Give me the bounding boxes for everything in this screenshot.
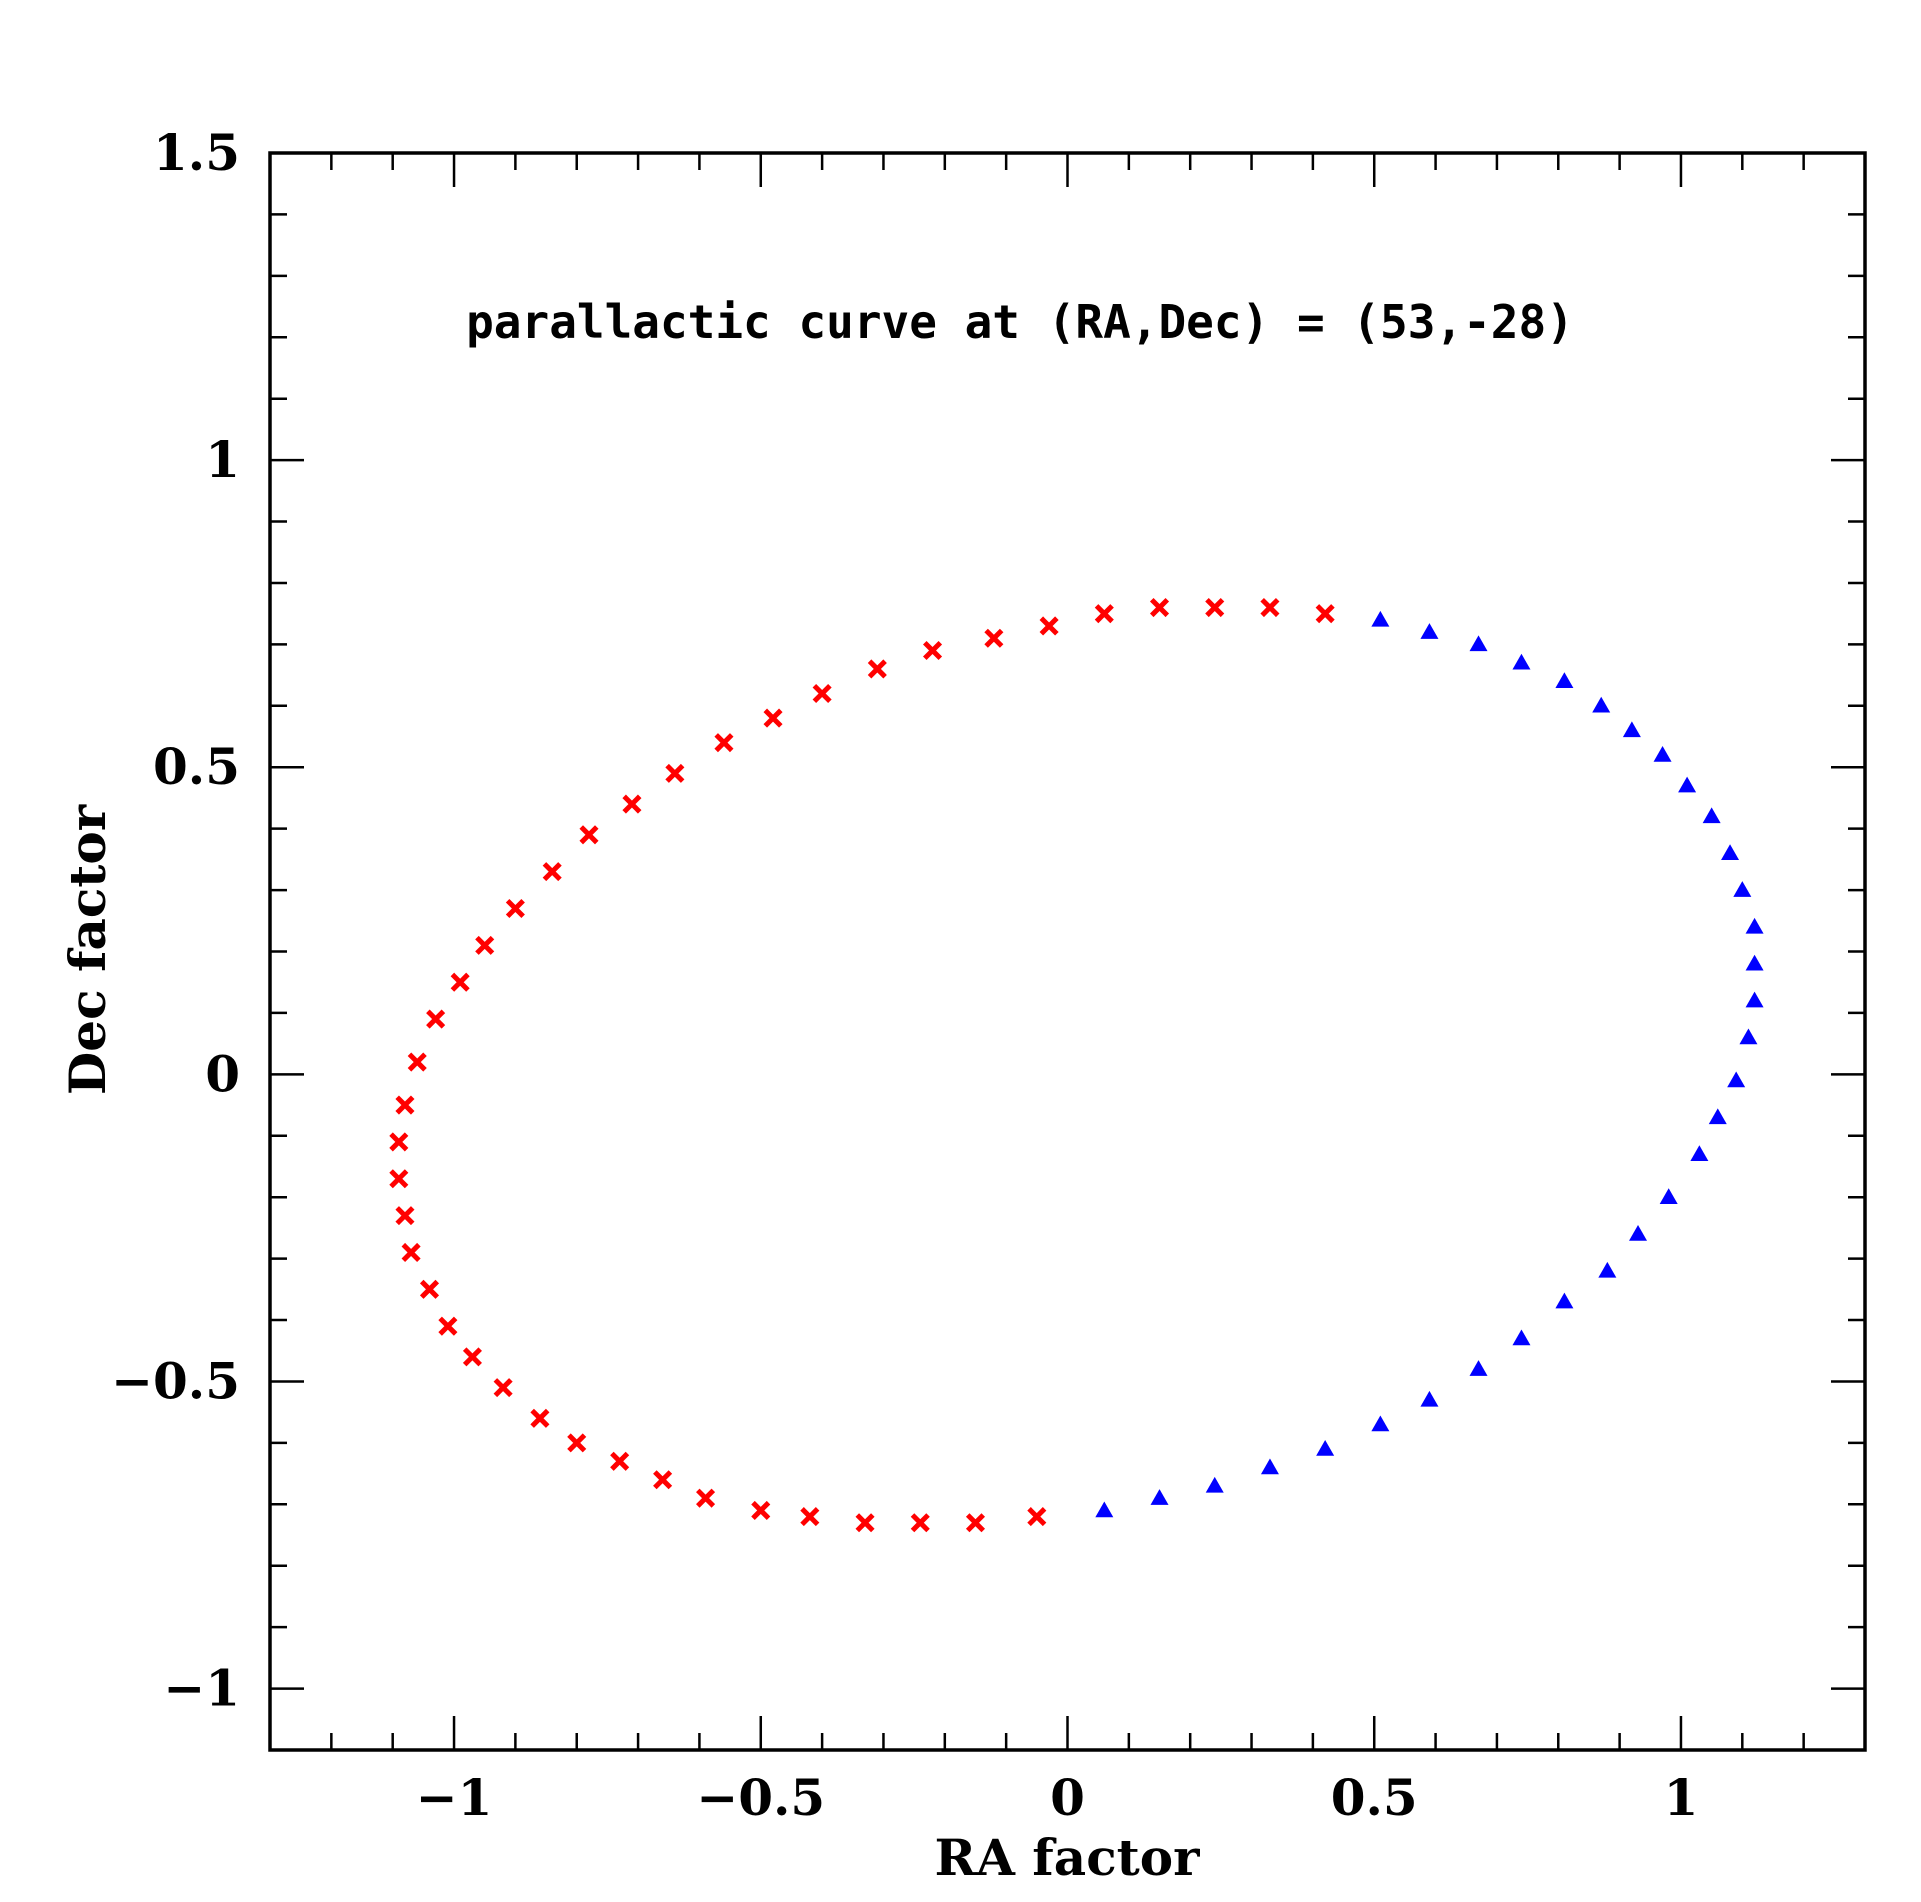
data-point-x-marker (867, 659, 887, 679)
x-axis-label: RA factor (935, 1828, 1201, 1887)
data-point-triangle-marker (1555, 1292, 1574, 1309)
data-point-x-marker (1149, 597, 1170, 618)
data-point-triangle-marker (1316, 1440, 1335, 1456)
data-point-x-marker (1094, 604, 1114, 624)
data-point-x-marker (579, 825, 599, 845)
y-tick-label: 1.5 (153, 123, 240, 182)
data-point-x-marker (812, 683, 832, 704)
data-point-x-marker (426, 1009, 446, 1029)
data-point-x-marker (462, 1347, 482, 1367)
data-point-triangle-marker (1659, 1188, 1678, 1204)
data-point-x-marker (505, 898, 525, 919)
data-point-triangle-marker (1733, 881, 1752, 897)
data-point-x-marker (910, 1513, 930, 1533)
data-point-x-marker (419, 1279, 440, 1299)
data-point-triangle-marker (1629, 1225, 1648, 1241)
data-point-triangle-marker (1371, 1415, 1390, 1432)
data-point-triangle-marker (1095, 1501, 1114, 1518)
data-point-x-marker (401, 1242, 421, 1263)
data-point-triangle-marker (1690, 1145, 1709, 1161)
data-point-x-marker (855, 1513, 875, 1533)
plot-annotation: parallactic curve at (RA,Dec) = (53,-28) (466, 295, 1574, 349)
data-point-triangle-marker (1205, 1476, 1224, 1493)
data-point-triangle-marker (1150, 1489, 1169, 1505)
data-point-triangle-marker (1260, 1458, 1279, 1475)
data-point-x-marker (389, 1132, 409, 1152)
data-point-triangle-marker (1653, 745, 1672, 762)
data-point-x-marker (1027, 1507, 1047, 1527)
data-point-triangle-marker (1512, 1329, 1531, 1346)
data-point-triangle-marker (1512, 653, 1531, 670)
data-point-triangle-marker (1739, 1028, 1758, 1045)
data-point-triangle-marker (1745, 917, 1764, 934)
data-point-x-marker (800, 1507, 820, 1527)
y-tick-label: 0 (205, 1044, 240, 1103)
data-point-x-marker (763, 708, 783, 728)
data-point-x-marker (407, 1052, 427, 1072)
x-tick-label: 0 (1050, 1768, 1085, 1827)
y-tick-label: −1 (163, 1659, 240, 1718)
data-point-x-marker (665, 763, 685, 783)
data-point-triangle-marker (1469, 1360, 1488, 1376)
y-tick-label: −0.5 (111, 1351, 240, 1410)
data-points (389, 597, 1764, 1533)
data-point-x-marker (965, 1513, 986, 1533)
data-point-x-marker (450, 972, 470, 992)
data-point-triangle-marker (1708, 1108, 1727, 1125)
data-point-x-marker (714, 733, 734, 753)
data-point-triangle-marker (1555, 672, 1574, 688)
data-point-x-marker (542, 862, 562, 882)
data-point-triangle-marker (1469, 635, 1488, 652)
data-point-x-marker (530, 1408, 550, 1428)
data-point-triangle-marker (1592, 696, 1611, 713)
data-point-x-marker (1205, 597, 1225, 618)
data-point-x-marker (653, 1470, 673, 1490)
data-point-triangle-marker (1678, 776, 1697, 793)
x-tick-label: 1 (1664, 1768, 1699, 1827)
data-point-x-marker (622, 794, 642, 814)
data-point-x-marker (438, 1316, 458, 1336)
y-tick-label: 1 (205, 430, 240, 489)
data-point-x-marker (1039, 616, 1059, 636)
data-point-x-marker (751, 1500, 771, 1520)
data-point-triangle-marker (1727, 1071, 1746, 1088)
data-point-x-marker (610, 1451, 630, 1471)
data-point-x-marker (395, 1206, 415, 1226)
x-tick-label: −0.5 (696, 1768, 825, 1827)
data-point-x-marker (1315, 604, 1335, 624)
axis-ticks (268, 151, 1867, 1752)
data-point-triangle-marker (1745, 991, 1764, 1008)
data-point-x-marker (389, 1169, 409, 1189)
data-point-x-marker (1260, 597, 1280, 618)
data-point-triangle-marker (1702, 807, 1721, 824)
y-axis-label: Dec factor (58, 804, 117, 1095)
data-point-x-marker (493, 1378, 513, 1398)
data-point-triangle-marker (1420, 1390, 1439, 1407)
axis-tick-labels: −1 −0.5 0 0.5 1 −1 −0.5 0 0.5 1 1.5 (111, 123, 1698, 1827)
data-point-triangle-marker (1598, 1261, 1617, 1278)
data-point-x-marker (696, 1488, 716, 1508)
data-point-triangle-marker (1420, 623, 1439, 639)
x-tick-label: 0.5 (1331, 1768, 1418, 1827)
data-point-triangle-marker (1721, 844, 1740, 860)
data-point-x-marker (475, 935, 495, 955)
data-point-x-marker (923, 640, 943, 661)
data-point-x-marker (395, 1095, 415, 1115)
y-tick-label: 0.5 (153, 737, 240, 796)
plot-frame (268, 151, 1867, 1752)
data-point-triangle-marker (1622, 721, 1641, 738)
x-tick-label: −1 (416, 1768, 493, 1827)
data-point-triangle-marker (1371, 610, 1390, 627)
data-point-x-marker (567, 1433, 587, 1453)
data-point-triangle-marker (1745, 954, 1764, 971)
data-point-x-marker (984, 628, 1004, 648)
